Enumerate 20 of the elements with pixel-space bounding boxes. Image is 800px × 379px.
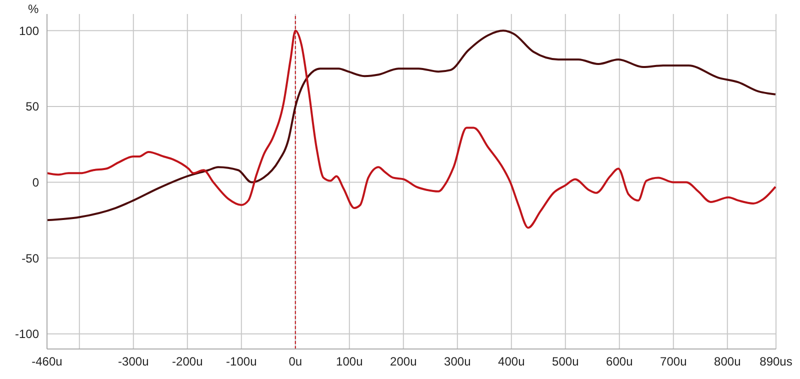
x-tick-label: -300u: [118, 354, 149, 369]
y-tick-label: 100: [18, 24, 40, 38]
y-tick-label: 0: [32, 176, 40, 190]
x-tick-label: 200u: [390, 354, 417, 369]
x-tick-label: 300u: [444, 354, 471, 369]
x-tick-label: 800u: [714, 354, 741, 369]
x-tick-label: 700u: [660, 354, 687, 369]
x-tick-label: 500u: [552, 354, 579, 369]
x-tick-label: 100u: [336, 354, 363, 369]
x-tick-label: -200u: [172, 354, 203, 369]
y-axis-title: %: [28, 2, 39, 16]
y-tick-label: -100: [14, 327, 40, 342]
x-tick-label: -100u: [226, 354, 257, 369]
x-tick-label: -460u: [32, 354, 62, 369]
x-tick-label: 0u: [288, 354, 302, 369]
x-tick-label: 890us: [760, 354, 792, 369]
y-tick-label: -50: [22, 251, 40, 266]
y-tick-label: 50: [26, 100, 40, 114]
x-tick-label: 400u: [498, 354, 525, 369]
x-tick-label: 600u: [606, 354, 633, 369]
